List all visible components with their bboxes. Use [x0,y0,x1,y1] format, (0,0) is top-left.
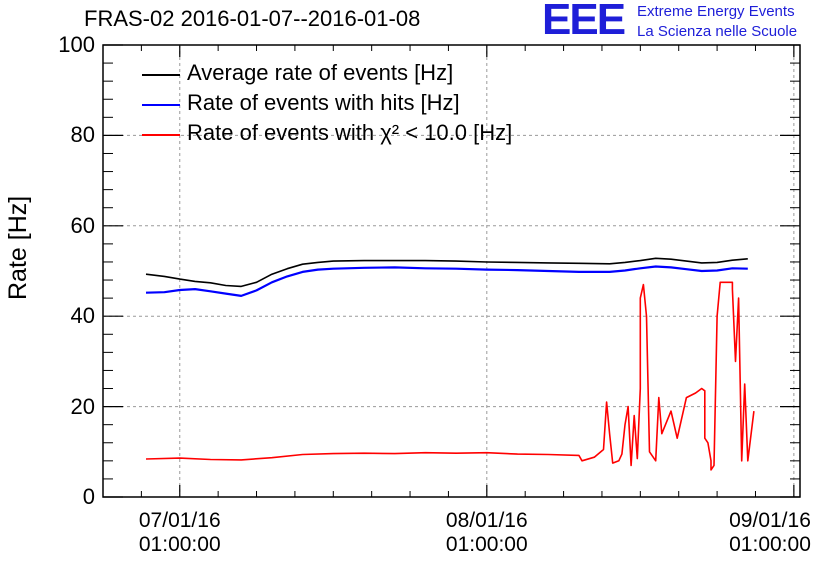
y-tick-label: 80 [70,122,95,148]
series-lines [145,257,755,471]
x-tick-date: 08/01/16 [445,509,528,532]
chart-title: FRAS-02 2016-01-07--2016-01-08 [84,6,421,31]
x-tick-label: 07/01/16 01:00:00 [115,509,245,557]
x-tick-date: 07/01/16 [138,509,221,532]
axis-ticks [102,44,800,498]
series-line-1 [145,257,748,288]
x-tick-time: 01:00:00 [138,533,221,556]
logo-line-1: Extreme Energy Events [637,3,795,20]
legend-label: Rate of events with χ² < 10.0 [Hz] [187,120,513,145]
y-tick-label: 20 [70,393,95,419]
series-line-3 [145,281,755,471]
y-tick-label: 40 [70,303,95,329]
legend-label: Rate of events with hits [Hz] [187,90,460,115]
legend-swatch [142,74,180,76]
y-axis-label: Rate [Hz] [4,195,32,300]
x-tick-label: 08/01/16 01:00:00 [422,509,552,557]
legend-swatch [142,134,180,136]
x-tick-time: 01:00:00 [445,533,528,556]
logo-mark: EEE [542,0,626,44]
x-tick-date: 09/01/16 [729,509,811,532]
series-line-2 [145,265,748,297]
plot-frame [102,44,801,498]
x-tick-time: 01:00:00 [729,533,811,556]
logo-line-2: La Scienza nelle Scuole [637,23,798,40]
y-tick-label: 0 [82,484,95,509]
y-tick-label: 100 [58,32,95,57]
grid-lines [103,45,800,497]
legend-swatch [142,104,180,106]
legend-label: Average rate of events [Hz] [187,60,454,85]
y-tick-label: 60 [70,212,95,238]
x-tick-label: 09/01/16 01:00:00 [705,509,835,557]
